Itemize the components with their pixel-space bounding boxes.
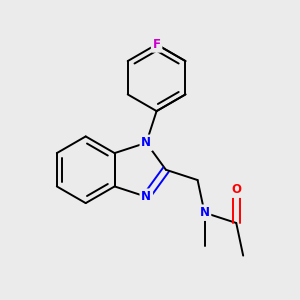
- Text: N: N: [141, 136, 151, 149]
- Text: N: N: [200, 206, 209, 219]
- Text: F: F: [153, 38, 160, 51]
- Text: O: O: [231, 183, 241, 196]
- Text: N: N: [141, 190, 151, 203]
